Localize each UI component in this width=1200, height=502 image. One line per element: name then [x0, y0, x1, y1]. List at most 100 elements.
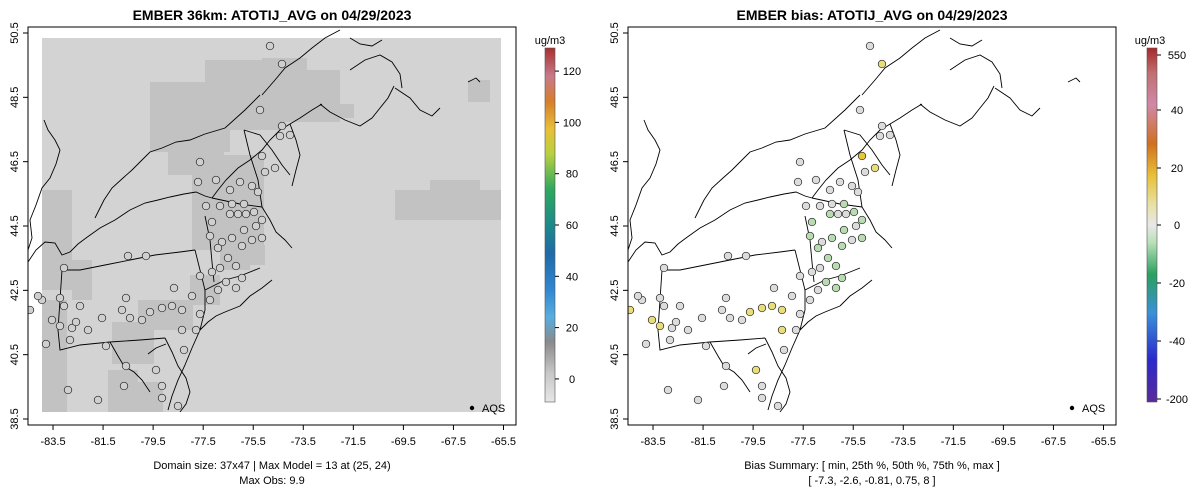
right-aqs-site: [721, 293, 731, 303]
left-aqs-site: [255, 105, 265, 115]
right-aqs-site: [841, 209, 851, 219]
coastline-path: [261, 29, 341, 96]
right-aqs-site: [757, 393, 767, 403]
right-aqs-site: [751, 365, 761, 375]
right-aqs-site: [831, 283, 841, 293]
left-aqs-site: [239, 225, 249, 235]
coastline-path: [799, 305, 841, 331]
left-aqs-site: [257, 151, 267, 161]
left-aqs-site: [75, 301, 85, 311]
right-legend: AQS: [1069, 403, 1105, 415]
left-colorbar-units: ug/m3: [535, 35, 566, 47]
right-aqs-site: [885, 130, 895, 140]
left-dark-cells: [42, 58, 501, 412]
left-aqs-site: [151, 365, 161, 375]
left-aqs-site: [119, 381, 129, 391]
right-aqs-site: [825, 185, 835, 195]
left-x-tick-label: -77.5: [191, 436, 216, 448]
left-colorbar-tick-label: 80: [566, 169, 578, 181]
right-colorbar-ticks: 550 40 20 0 -20 -40 -200: [1157, 50, 1188, 406]
left-aqs-site: [41, 339, 51, 349]
right-aqs-site: [655, 321, 665, 331]
left-aqs-site: [257, 233, 267, 243]
right-aqs-site: [847, 235, 857, 245]
right-aqs-site: [857, 215, 867, 225]
right-aqs-site: [795, 309, 805, 319]
right-y-tick-label: 42.5: [609, 280, 621, 301]
left-aqs-site: [285, 130, 295, 140]
left-aqs-site: [97, 313, 107, 323]
left-aqs-site: [167, 301, 177, 311]
left-aqs-site: [277, 121, 287, 131]
right-colorbar-units: ug/m3: [1135, 35, 1166, 47]
left-legend-label: AQS: [482, 403, 505, 415]
right-aqs-site: [697, 313, 707, 323]
right-aqs-site: [701, 341, 711, 351]
right-aqs-site: [787, 291, 797, 301]
left-aqs-site: [121, 361, 131, 371]
left-aqs-site: [177, 325, 187, 335]
right-aqs-site: [837, 273, 847, 283]
right-aqs-site: [777, 325, 787, 335]
coastline-path: [861, 206, 893, 249]
left-aqs-site: [187, 291, 197, 301]
right-aqs-site: [839, 199, 849, 209]
left-aqs-site: [275, 131, 285, 141]
left-panel: EMBER 36km: ATOTIJ_AVG on 04/29/2023 -83…: [9, 7, 581, 487]
right-aqs-site: [849, 207, 859, 217]
right-aqs-site: [839, 225, 849, 235]
coastline-path: [843, 129, 891, 176]
left-aqs-site: [237, 273, 247, 283]
left-aqs-site: [195, 271, 205, 281]
left-aqs-site: [83, 325, 93, 335]
right-aqs-site: [807, 217, 817, 227]
coastline-path: [147, 343, 167, 355]
right-legend-marker: [1069, 405, 1075, 411]
left-x-tick-label: -83.5: [40, 436, 65, 448]
coastline-path: [949, 37, 983, 47]
coastline-path: [319, 85, 395, 127]
left-domain-dark-cell: [318, 90, 336, 108]
right-aqs-site: [745, 307, 755, 317]
right-aqs-site: [721, 361, 731, 371]
coastline-path: [662, 249, 796, 271]
left-aqs-site: [137, 315, 147, 325]
left-y-axis: 38.5 40.5 42.5 44.5 46.5 48.5 50.5: [9, 22, 28, 430]
coastline-path: [1067, 77, 1081, 83]
left-aqs-site: [191, 325, 201, 335]
left-aqs-site: [205, 231, 215, 241]
left-aqs-site: [213, 243, 223, 253]
left-aqs-site: [233, 209, 243, 219]
left-aqs-site: [227, 233, 237, 243]
left-colorbar-ticks: 0 20 40 60 80 100 120: [555, 66, 581, 386]
coastline-path: [57, 269, 166, 351]
right-aqs-site: [791, 325, 801, 335]
left-y-tick-label: 48.5: [9, 87, 21, 108]
coastline-path: [628, 119, 661, 251]
left-aqs-site: [223, 253, 233, 263]
left-aqs-site: [251, 221, 261, 231]
right-aqs-site: [671, 317, 681, 327]
right-y-axis: 38.5 40.5 42.5 44.5 46.5 48.5 50.5: [609, 22, 628, 430]
left-x-tick-label: -69.5: [391, 436, 416, 448]
left-aqs-site: [231, 261, 241, 271]
left-colorbar-tick-label: 120: [563, 66, 581, 78]
right-title: EMBER bias: ATOTIJ_AVG on 04/29/2023: [736, 7, 1007, 23]
right-aqs-site: [831, 261, 841, 271]
right-colorbar-tick-label: 0: [1174, 220, 1180, 232]
left-y-tick-label: 46.5: [9, 151, 21, 172]
right-y-tick-label: 46.5: [609, 151, 621, 172]
right-aqs-site: [813, 243, 823, 253]
left-y-tick-label: 42.5: [9, 280, 21, 301]
left-y-tick-label: 44.5: [9, 215, 21, 236]
right-aqs-site: [633, 291, 643, 301]
left-aqs-site: [249, 207, 259, 217]
left-aqs-site: [55, 321, 65, 331]
right-aqs-site: [757, 303, 767, 313]
left-aqs-site: [270, 163, 280, 173]
right-aqs-sites: [628, 41, 895, 411]
coastline-path: [628, 191, 813, 263]
left-colorbar: ug/m3 0 20 40 60 80 100 120: [535, 35, 581, 403]
